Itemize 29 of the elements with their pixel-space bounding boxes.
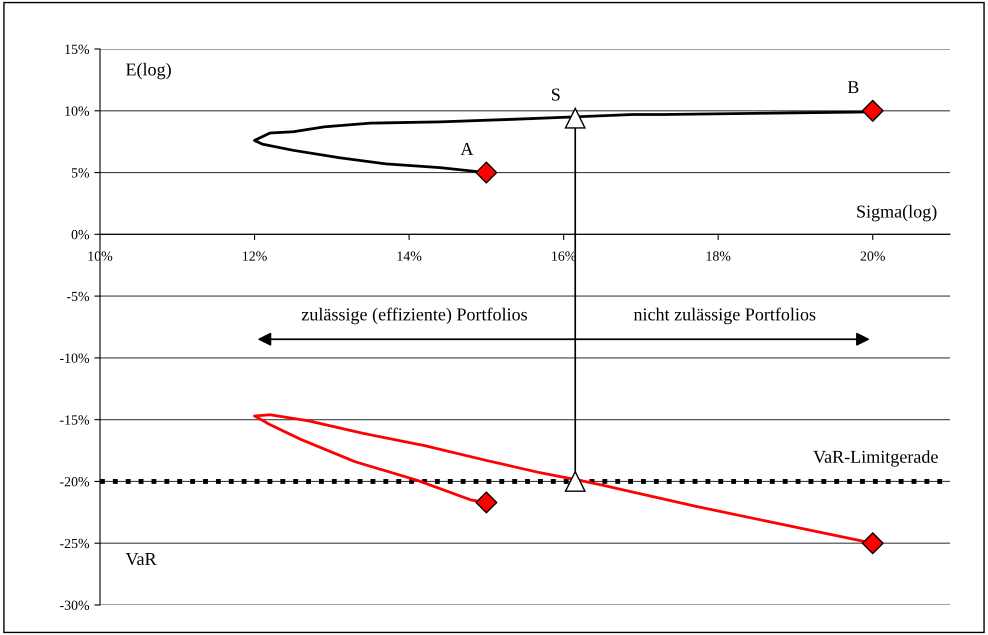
annotation: nicht zulässige Portfolios [634, 308, 816, 324]
annotation: S [552, 88, 560, 101]
annotation: A [460, 142, 474, 155]
point [564, 471, 586, 492]
point [475, 491, 498, 514]
point [862, 532, 884, 554]
x-tick-label: 18% [706, 251, 730, 261]
point [475, 162, 498, 184]
y-tick-label: -5% [66, 292, 90, 302]
x-tick-label: 12% [243, 251, 267, 261]
x-tick-label: 14% [398, 251, 422, 261]
y-tick-label: -30% [60, 600, 90, 610]
y-tick-label: 15% [65, 44, 90, 54]
annotation: VaR [126, 553, 157, 566]
y-tick-label: -25% [60, 538, 90, 548]
point [564, 108, 586, 129]
y-tick-label: 5% [72, 168, 90, 178]
y-tick-label: -10% [60, 353, 90, 363]
y-tick-label: -20% [60, 477, 90, 486]
y-tick-label: -15% [60, 415, 90, 425]
annotation: E(log) [126, 62, 171, 80]
ref-line-label: VaR-Limitgerade [813, 450, 938, 467]
point [862, 100, 884, 122]
annotation: Sigma(log) [857, 204, 936, 222]
annotation: zulässige (effiziente) Portfolios [302, 308, 527, 324]
y-tick-label: 0% [72, 230, 90, 240]
y-tick-label: 10% [65, 106, 90, 116]
annotation: B [848, 81, 858, 94]
x-tick-label: 20% [860, 251, 885, 261]
